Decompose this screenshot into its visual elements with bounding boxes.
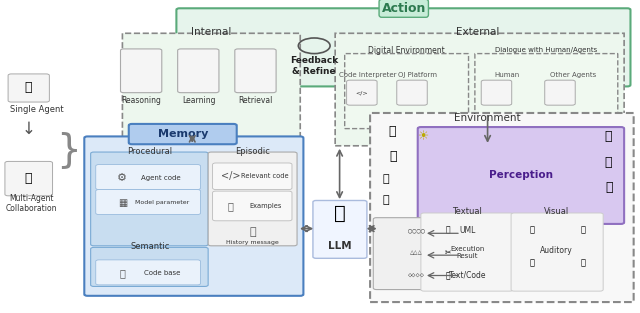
Text: Memory: Memory [157, 129, 208, 139]
Text: UML: UML [459, 226, 476, 235]
Text: Agent code: Agent code [141, 175, 180, 181]
FancyBboxPatch shape [421, 213, 513, 291]
Text: Single Agent: Single Agent [10, 105, 63, 114]
Text: 💻: 💻 [605, 130, 612, 143]
Text: ↓: ↓ [22, 120, 35, 138]
FancyBboxPatch shape [313, 201, 367, 258]
Text: ◇◇◇◇: ◇◇◇◇ [408, 273, 425, 279]
Text: 🧬: 🧬 [383, 174, 389, 184]
Text: Episodic: Episodic [235, 146, 270, 156]
FancyBboxPatch shape [212, 163, 292, 190]
FancyBboxPatch shape [235, 49, 276, 93]
FancyBboxPatch shape [347, 80, 377, 105]
Text: 🔍: 🔍 [580, 226, 586, 235]
FancyBboxPatch shape [208, 152, 297, 246]
Text: LLM: LLM [328, 241, 351, 251]
Text: ✂: ✂ [445, 248, 451, 257]
FancyBboxPatch shape [129, 124, 237, 144]
Text: External: External [456, 27, 500, 37]
Text: 💉: 💉 [383, 196, 389, 206]
Text: 👂: 👂 [529, 259, 534, 268]
Text: ○○○○: ○○○○ [408, 227, 425, 233]
Text: Learning: Learning [182, 96, 216, 105]
Text: Textual: Textual [452, 207, 482, 216]
Text: Environment: Environment [454, 113, 521, 123]
FancyBboxPatch shape [373, 218, 462, 290]
Text: Feedback
& Refine: Feedback & Refine [290, 56, 339, 76]
Text: 👁: 👁 [529, 226, 534, 235]
FancyBboxPatch shape [96, 260, 200, 285]
Text: Internal: Internal [191, 27, 232, 37]
Text: Retrieval: Retrieval [239, 96, 273, 105]
Text: 🎬: 🎬 [580, 259, 586, 268]
Text: 📋: 📋 [250, 227, 256, 237]
Text: Human: Human [494, 73, 519, 79]
Text: </>: </> [221, 172, 240, 182]
Text: Relevant code: Relevant code [241, 173, 289, 179]
Text: 🗃: 🗃 [120, 268, 125, 278]
Text: Procedural: Procedural [127, 146, 172, 156]
FancyBboxPatch shape [8, 74, 49, 102]
Text: Reasoning: Reasoning [122, 96, 161, 105]
FancyBboxPatch shape [178, 49, 219, 93]
Text: △△△: △△△ [410, 249, 423, 255]
Text: 👤: 👤 [25, 81, 32, 95]
Text: Semantic: Semantic [130, 242, 170, 251]
Text: </>: </> [356, 91, 368, 96]
Text: ☀: ☀ [419, 130, 429, 143]
Text: 📄: 📄 [227, 201, 234, 211]
Text: 👥: 👥 [25, 172, 32, 185]
Text: Digital Environment: Digital Environment [368, 46, 445, 55]
Text: Visual: Visual [543, 207, 569, 216]
Text: Other Agents: Other Agents [550, 73, 596, 79]
FancyBboxPatch shape [345, 54, 468, 129]
Text: Code Interpreter: Code Interpreter [339, 73, 397, 79]
FancyBboxPatch shape [84, 136, 303, 296]
Text: Text/Code: Text/Code [449, 271, 486, 280]
Text: 🖥: 🖥 [446, 226, 451, 235]
Text: 🏔: 🏔 [390, 150, 397, 163]
FancyBboxPatch shape [177, 8, 630, 86]
Text: 📑: 📑 [446, 271, 451, 280]
FancyBboxPatch shape [212, 191, 292, 221]
Text: Auditory: Auditory [540, 246, 573, 255]
Text: Perception: Perception [489, 171, 553, 181]
Text: Dialogue with Human/Agents: Dialogue with Human/Agents [495, 48, 597, 54]
Text: History message: History message [226, 240, 279, 245]
FancyBboxPatch shape [481, 80, 512, 105]
Text: 🔍: 🔍 [606, 182, 613, 194]
FancyBboxPatch shape [96, 165, 200, 190]
FancyBboxPatch shape [91, 247, 208, 286]
FancyBboxPatch shape [96, 190, 200, 214]
Text: ⚙: ⚙ [117, 173, 127, 183]
Text: }: } [56, 131, 81, 169]
Text: Execution
Result: Execution Result [450, 246, 484, 259]
FancyBboxPatch shape [370, 113, 634, 302]
Text: Model parameter: Model parameter [135, 200, 189, 205]
Text: Code base: Code base [144, 270, 180, 276]
Text: Action: Action [381, 2, 426, 15]
Text: 🌐: 🌐 [388, 125, 396, 138]
Text: Multi-Agent
Collaboration: Multi-Agent Collaboration [6, 194, 58, 213]
FancyBboxPatch shape [5, 162, 52, 196]
FancyBboxPatch shape [335, 33, 624, 146]
Text: ▦: ▦ [118, 198, 127, 208]
Text: Examples: Examples [249, 203, 282, 209]
Text: OJ Platform: OJ Platform [398, 73, 437, 79]
Text: 🤖: 🤖 [333, 203, 346, 223]
FancyBboxPatch shape [511, 213, 603, 291]
FancyBboxPatch shape [397, 80, 428, 105]
FancyBboxPatch shape [120, 49, 162, 93]
FancyBboxPatch shape [122, 33, 300, 146]
FancyBboxPatch shape [545, 80, 575, 105]
FancyBboxPatch shape [475, 54, 618, 129]
Text: 👥: 👥 [605, 156, 612, 169]
FancyBboxPatch shape [91, 152, 208, 246]
FancyBboxPatch shape [418, 127, 624, 224]
